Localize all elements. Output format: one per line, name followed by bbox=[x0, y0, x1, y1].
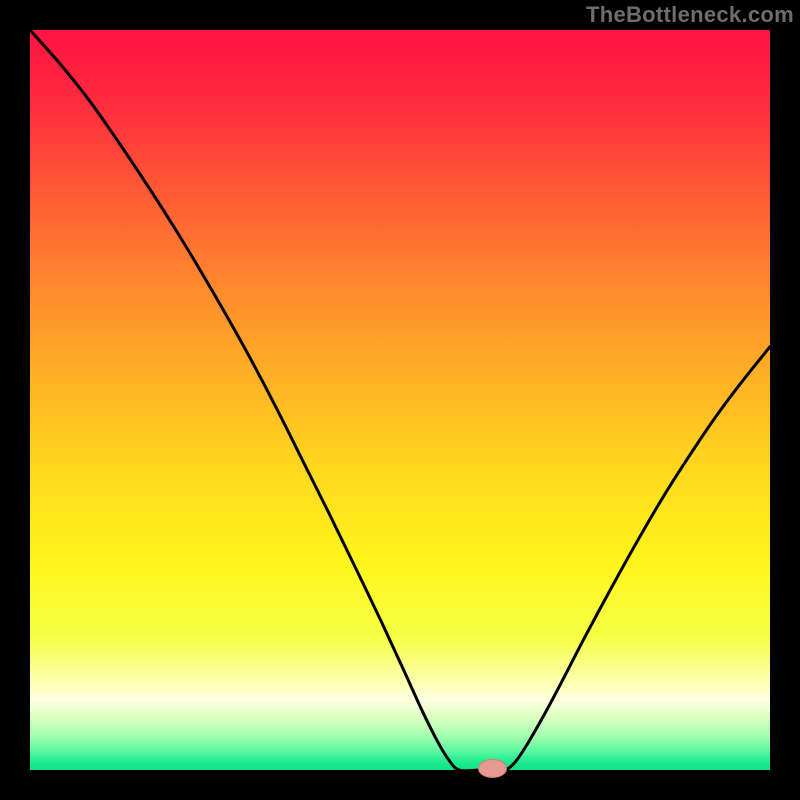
chart-root: TheBottleneck.com bbox=[0, 0, 800, 800]
optimal-point-marker bbox=[479, 760, 507, 778]
watermark-text: TheBottleneck.com bbox=[586, 2, 794, 28]
chart-svg bbox=[0, 0, 800, 800]
